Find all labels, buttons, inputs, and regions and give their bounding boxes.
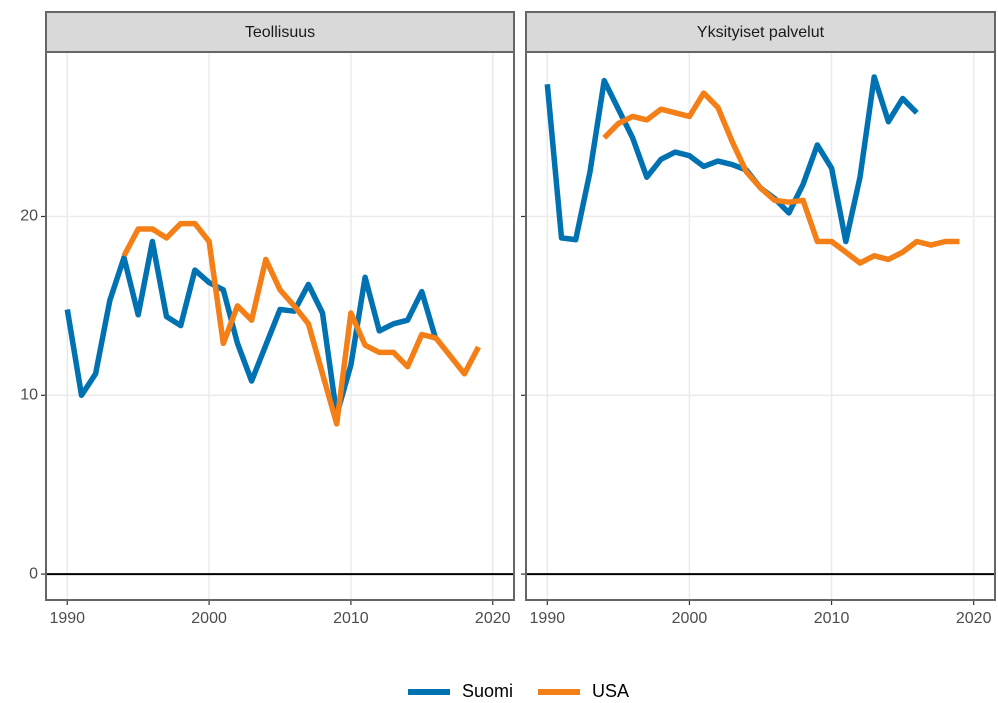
strip-title: Yksityiset palvelut xyxy=(697,24,825,41)
x-tick-label: 2000 xyxy=(191,610,227,627)
x-tick-label: 2010 xyxy=(814,610,850,627)
strip-title: Teollisuus xyxy=(245,24,315,41)
series-line xyxy=(64,238,439,418)
strip xyxy=(525,11,996,53)
series-line xyxy=(121,220,481,427)
x-tick-label: 2020 xyxy=(475,610,511,627)
y-tick-label: 0 xyxy=(29,565,38,582)
series-line xyxy=(544,74,919,245)
x-tick-label: 2000 xyxy=(672,610,708,627)
legend-label: Suomi xyxy=(462,681,513,701)
legend-label: USA xyxy=(592,681,629,701)
panel-background xyxy=(46,52,514,600)
strip xyxy=(45,11,515,53)
x-tick-label: 2010 xyxy=(333,610,369,627)
panel-background xyxy=(526,52,995,600)
series-line xyxy=(602,90,960,266)
x-tick-label: 1990 xyxy=(49,610,85,627)
y-tick-label: 20 xyxy=(20,208,38,225)
x-tick-label: 2020 xyxy=(956,610,992,627)
x-tick-label: 1990 xyxy=(530,610,566,627)
y-tick-label: 10 xyxy=(20,387,38,404)
